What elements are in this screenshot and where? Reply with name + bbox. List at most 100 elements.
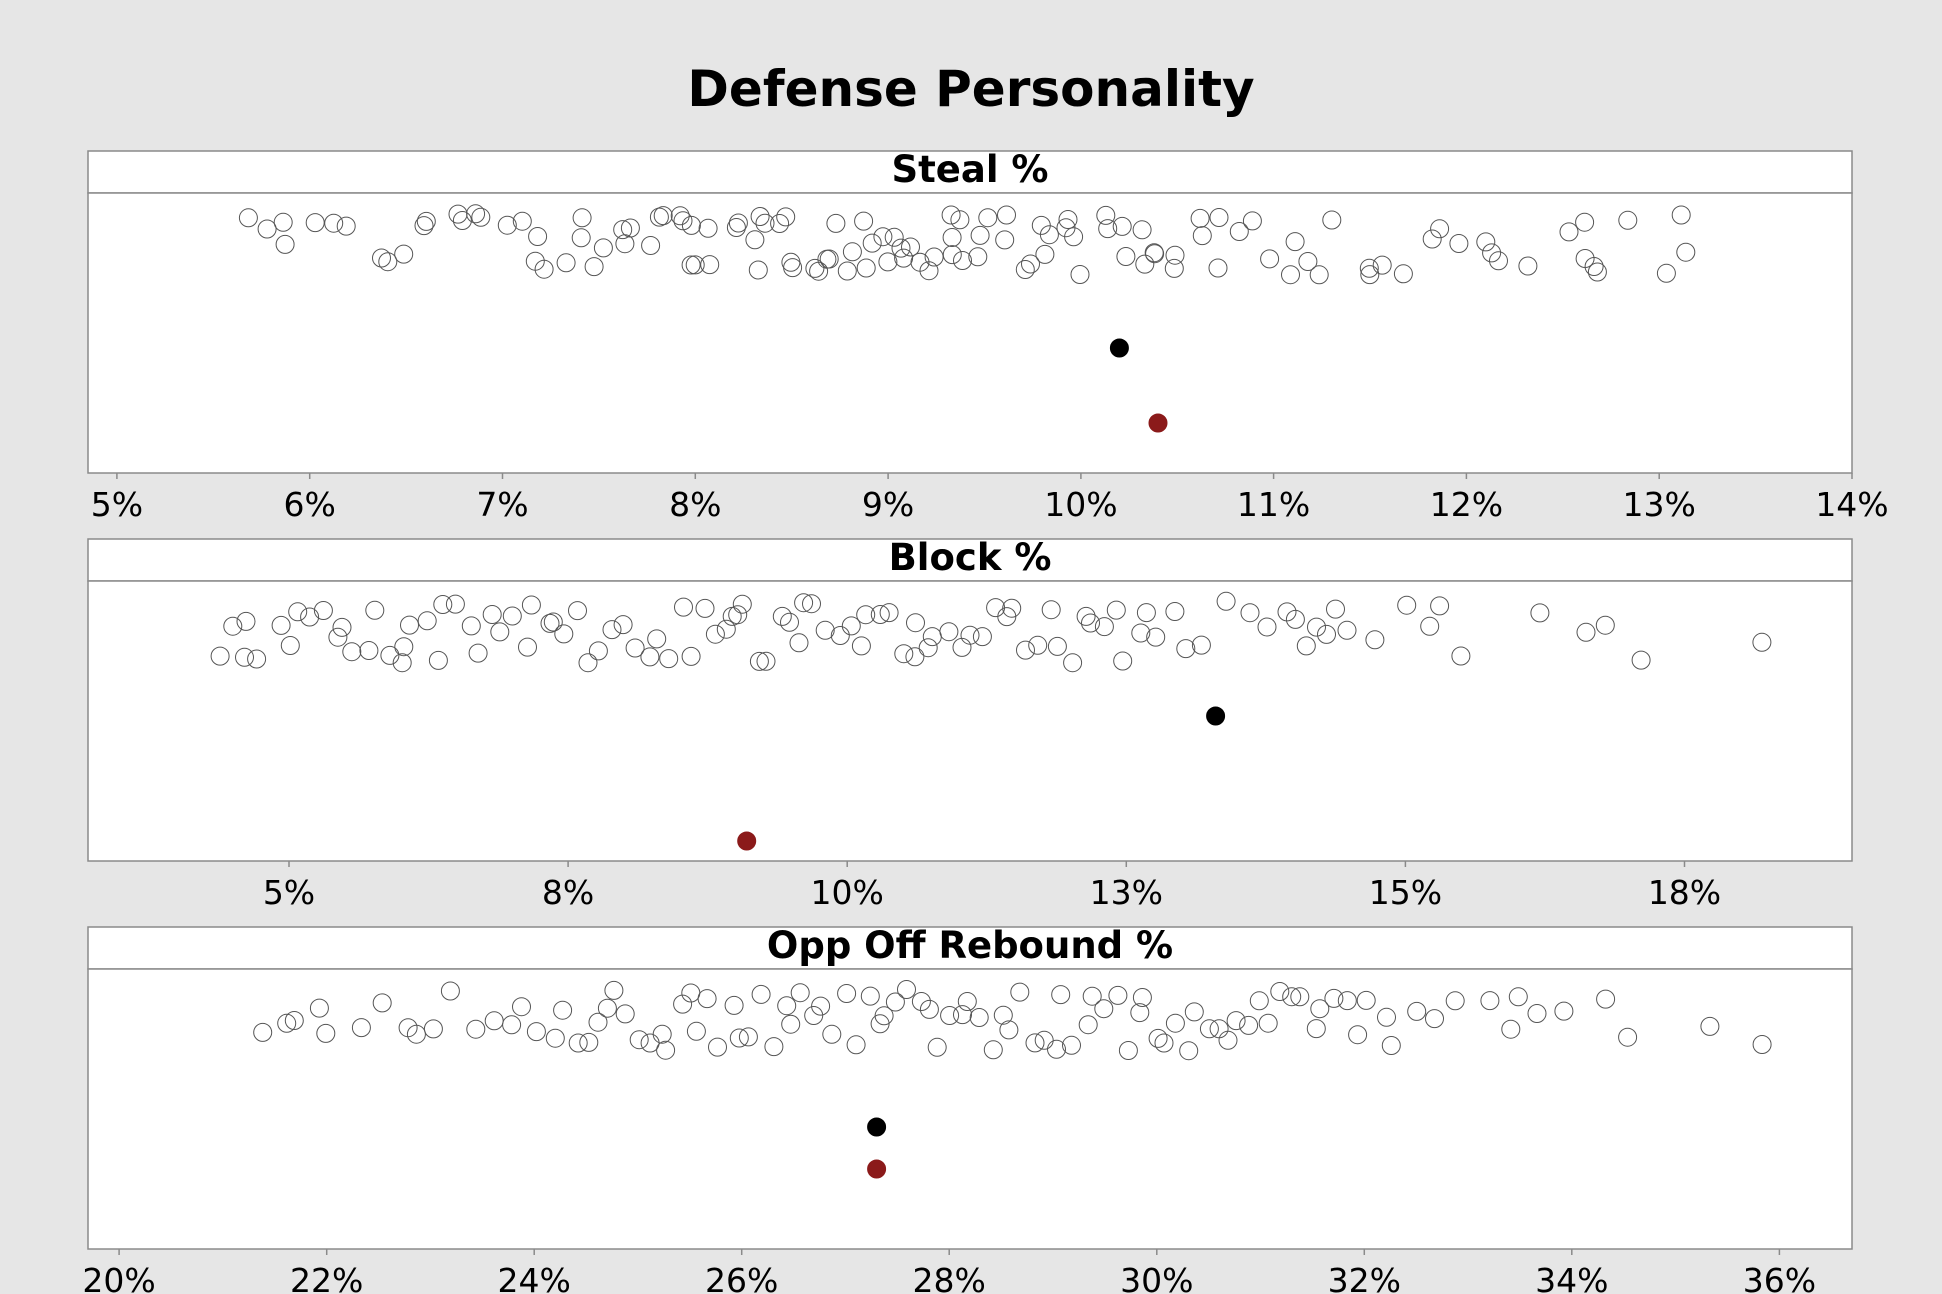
steal-distribution-point [878, 252, 898, 272]
rebound-distribution-point [993, 1005, 1013, 1025]
steal-distribution-point [414, 216, 434, 236]
steal-distribution-point [1031, 215, 1051, 235]
rebound-distribution-point [764, 1037, 784, 1057]
steal-distribution-point [698, 218, 718, 238]
steal-distribution-point [620, 218, 640, 238]
steal-distribution-point [416, 211, 436, 231]
block-x-axis: 5% 8% 10% 13% 15% 18% [263, 861, 1721, 912]
block-tick-label: 10% [811, 873, 884, 912]
block-tick-label: 5% [263, 873, 315, 912]
rebound-distribution-point [1596, 989, 1616, 1009]
steal-distribution-point [919, 261, 939, 281]
rebound-distribution-point [874, 1006, 894, 1026]
rebound-distribution-point [1132, 988, 1152, 1007]
block-distribution-point [271, 615, 291, 635]
steal-distribution-point [1112, 216, 1132, 236]
rebound-distribution-point [553, 1000, 573, 1020]
rebound-distribution-point [822, 1024, 842, 1044]
rebound-markers [867, 1117, 887, 1179]
steal-distribution-point [1132, 220, 1152, 240]
rebound-distribution-point [372, 993, 392, 1013]
steal-distribution-point [891, 238, 911, 258]
steal-strip-title: Steal % [891, 148, 1048, 191]
block-distribution-point [1430, 596, 1450, 616]
block-distribution-point [1113, 651, 1133, 671]
steal-distribution-point [750, 207, 770, 226]
rebound-distribution-point [1348, 1025, 1368, 1045]
block-distribution-point [1296, 636, 1316, 656]
steal-distribution-point [950, 210, 970, 230]
rebound-distribution-point [911, 992, 931, 1011]
rebound-distribution-point [1337, 991, 1357, 1011]
steal-distribution-point [842, 242, 862, 262]
block-strip-header [87, 538, 1853, 582]
block-distribution-point [433, 595, 453, 614]
rebound-distribution-point [1445, 991, 1465, 1011]
steal-distribution-point [745, 230, 765, 250]
rebound-distribution-point [284, 1011, 304, 1030]
rebound-tick-label: 26% [705, 1261, 778, 1294]
block-distribution-point [1326, 599, 1345, 619]
rebound-distribution-point [897, 980, 916, 999]
steal-distribution-point [997, 205, 1016, 225]
block-distribution-point [235, 647, 254, 667]
steal-plot-area [87, 192, 1853, 474]
rebound-distribution-point [1047, 1039, 1066, 1059]
block-distribution-point [1146, 627, 1166, 647]
rebound-distribution-point [1324, 988, 1344, 1008]
block-distribution-point [613, 615, 633, 635]
block-distribution-point [851, 636, 871, 656]
steal-distribution-point [1098, 219, 1118, 239]
rebound-distribution-point [1480, 991, 1500, 1011]
rebound-distribution-point [846, 1035, 866, 1055]
block-distribution-point [468, 643, 488, 663]
block-distribution-point [1191, 635, 1211, 655]
block-distribution-point [394, 637, 414, 657]
rebound-distribution-point [919, 999, 939, 1019]
steal-distribution-point [1035, 244, 1055, 264]
steal-distribution-point [466, 204, 486, 224]
rebound-distribution-point [1199, 1019, 1219, 1039]
steal-distribution-point [1015, 260, 1035, 279]
rebound-distribution-point [466, 1019, 486, 1039]
steal-distribution-point [700, 255, 720, 275]
block-team-marker [1206, 706, 1226, 726]
steal-distribution-point [584, 257, 604, 277]
steal-distribution-point [1135, 254, 1155, 274]
steal-distribution-point [275, 234, 295, 254]
rebound-distribution-point [953, 1005, 972, 1025]
rebound-points [253, 980, 1772, 1061]
steal-strip-header [87, 150, 1853, 194]
block-distribution-point [640, 647, 660, 667]
steal-distribution-point [1190, 208, 1210, 228]
steal-tick-label: 9% [862, 485, 914, 524]
rebound-tick-label: 34% [1535, 1261, 1608, 1294]
block-distribution-point [1041, 600, 1061, 620]
rebound-tick-label: 32% [1328, 1261, 1401, 1294]
steal-distribution-point [856, 258, 876, 278]
rebound-team-marker [867, 1117, 887, 1137]
block-strip-title: Block % [889, 536, 1052, 579]
steal-distribution-point [670, 206, 690, 226]
block-distribution-point [1176, 639, 1196, 659]
rebound-distribution-point [545, 1028, 565, 1048]
block-distribution-point [1317, 624, 1336, 644]
rebound-tick-label: 30% [1120, 1261, 1193, 1294]
block-distribution-point [674, 597, 693, 617]
rebound-distribution-point [1226, 1011, 1246, 1031]
steal-distribution-point [1070, 265, 1090, 284]
rebound-distribution-point [316, 1023, 336, 1043]
chart-title: Defense Personality [687, 60, 1254, 118]
block-tick-label: 15% [1369, 873, 1442, 912]
block-distribution-point [543, 612, 563, 632]
steal-distribution-point [1145, 244, 1165, 264]
rebound-distribution-point [277, 1013, 297, 1033]
block-distribution-point [400, 615, 419, 635]
steal-points [238, 204, 1696, 285]
steal-distribution-point [884, 227, 904, 247]
steal-distribution-point [257, 219, 277, 239]
rebound-distribution-point [1270, 982, 1290, 1001]
steal-distribution-point [372, 248, 391, 268]
block-distribution-point [1028, 635, 1048, 655]
block-distribution-point [1257, 617, 1277, 637]
